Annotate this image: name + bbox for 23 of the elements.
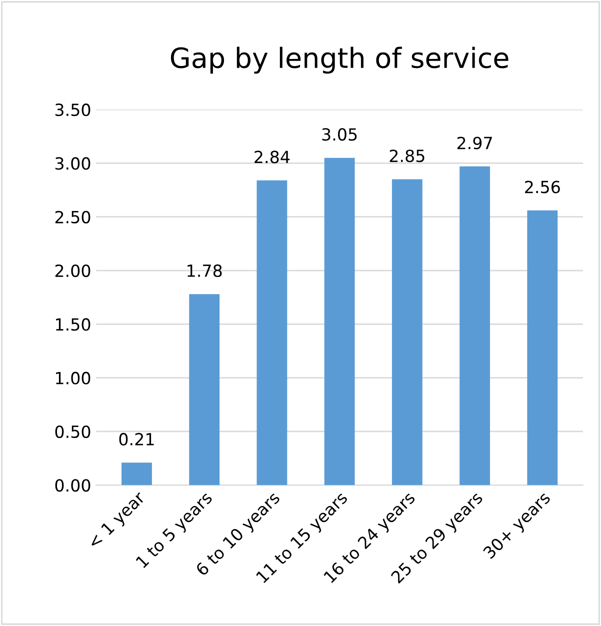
y-tick-label: 0.50: [55, 425, 90, 438]
y-tick-label: 3.00: [55, 157, 90, 170]
y-tick-label: 0.00: [55, 479, 90, 492]
data-label: 2.84: [254, 150, 290, 164]
data-label: 2.85: [390, 150, 424, 162]
bar: [527, 210, 558, 486]
bar: [324, 158, 355, 486]
bar: [256, 180, 288, 486]
y-tick-label: 1.50: [56, 318, 90, 331]
data-label: 0.21: [119, 432, 154, 446]
bar: [122, 462, 152, 486]
chart-title: Gap by length of service: [170, 46, 508, 74]
y-tick-label: 2.00: [55, 264, 90, 278]
y-tick-label: 2.50: [55, 210, 90, 224]
y-tick-label: 1.00: [56, 372, 90, 384]
data-label: 1.78: [188, 264, 222, 278]
bar: [189, 294, 220, 486]
data-label: 3.05: [322, 128, 357, 141]
data-label: 2.56: [525, 180, 560, 194]
y-tick-label: 3.50: [55, 104, 90, 116]
data-label: 2.97: [457, 136, 492, 150]
bar: [460, 166, 490, 486]
bar: [392, 179, 422, 486]
